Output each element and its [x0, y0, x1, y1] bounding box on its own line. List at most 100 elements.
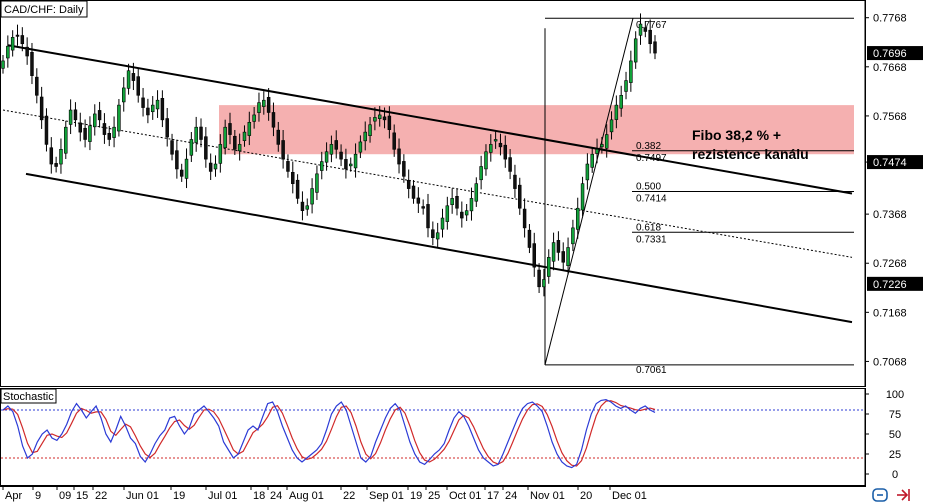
candle — [426, 193, 430, 238]
candle — [291, 161, 295, 194]
candle — [320, 151, 324, 180]
candle-body — [406, 179, 411, 189]
fib-trend-line — [544, 18, 634, 365]
candle-body — [189, 139, 194, 156]
candle — [527, 224, 532, 254]
candle — [508, 149, 512, 180]
candle-body — [547, 257, 551, 277]
fib-level-ratio: 0.618 — [636, 222, 661, 233]
candle-body — [431, 229, 435, 238]
candle — [435, 222, 440, 248]
candle — [35, 68, 39, 104]
candle-body — [585, 163, 590, 181]
candle-body — [1, 60, 5, 69]
candle-body — [136, 76, 140, 96]
fib-high-label: 0.7767 — [636, 20, 667, 31]
candle — [141, 87, 145, 117]
candle — [397, 138, 401, 174]
candle — [537, 263, 541, 293]
candle — [160, 90, 165, 128]
candle-body — [402, 161, 406, 177]
candle — [78, 112, 83, 142]
candle — [571, 219, 575, 252]
link-icon[interactable] — [872, 488, 888, 502]
candle-body — [291, 171, 295, 184]
candle — [83, 119, 87, 148]
candle-body — [643, 27, 648, 32]
candle-body — [10, 37, 15, 51]
candle — [464, 203, 469, 222]
candle — [175, 139, 179, 179]
candle-body — [445, 205, 450, 222]
stochastic-tick-label: 75 — [889, 409, 901, 421]
price-tick-label: 0.7068 — [873, 356, 907, 368]
candle-body — [194, 126, 198, 143]
candle — [638, 13, 643, 45]
candle — [122, 77, 126, 112]
candle — [305, 198, 310, 216]
candle — [580, 176, 585, 217]
candle-body — [595, 149, 599, 154]
candle-body — [411, 185, 416, 199]
candle — [445, 196, 450, 230]
candle — [503, 135, 508, 168]
fib-level-ratio: 0.500 — [636, 182, 661, 193]
time-tick-label: Sep 01 — [369, 490, 404, 502]
candle-body — [233, 135, 237, 150]
price-axis-group: 0.7768 0.7668 0.7568 0.7474 0.7368 0.7268 0.71… — [864, 0, 923, 387]
candle-body — [179, 169, 184, 177]
candle-body — [450, 198, 454, 206]
candle — [387, 106, 392, 139]
candle — [179, 163, 184, 182]
candle — [653, 35, 657, 60]
candle-body — [97, 110, 102, 121]
candle — [455, 188, 459, 216]
candle — [136, 68, 140, 103]
candle — [107, 125, 111, 147]
time-tick-label: Apr — [5, 490, 22, 502]
candle — [382, 107, 387, 129]
candle — [10, 30, 15, 57]
candle — [208, 153, 213, 181]
candle-body — [426, 204, 430, 229]
candle — [532, 232, 536, 277]
time-tick-label: 19 — [410, 490, 422, 502]
candle — [300, 191, 305, 221]
candle-body — [653, 41, 657, 54]
candle-body — [228, 123, 232, 135]
candle — [204, 127, 208, 168]
candle — [64, 120, 68, 160]
candle-body — [257, 102, 261, 113]
candle — [421, 199, 425, 215]
candle — [368, 116, 372, 143]
candle — [411, 180, 416, 204]
stochastic-main-line — [2, 398, 656, 469]
arrow-right-icon[interactable] — [897, 489, 910, 501]
candle-body — [204, 136, 208, 160]
candle — [348, 157, 353, 172]
candle-body — [493, 139, 498, 142]
candle-body — [392, 132, 396, 150]
time-tick-label: Jul 01 — [208, 490, 237, 502]
candle — [20, 27, 25, 52]
candle-body — [73, 109, 78, 121]
candle-body — [310, 188, 314, 205]
candle-body — [237, 144, 242, 152]
candle — [469, 187, 474, 221]
time-tick-label: 22 — [95, 490, 107, 502]
candle — [614, 95, 619, 129]
candle-body — [435, 232, 440, 240]
candle — [59, 138, 63, 174]
candle-body — [489, 144, 493, 153]
candle-body — [35, 76, 39, 96]
time-tick-label: 20 — [580, 490, 592, 502]
stochastic-tick-label: 100 — [886, 389, 904, 401]
time-tick-label: Nov 01 — [530, 490, 565, 502]
candle — [150, 96, 155, 120]
candle — [373, 107, 377, 131]
candle-body — [324, 151, 329, 163]
time-tick-label: Dec 01 — [612, 490, 647, 502]
stochastic-tick-label: 0 — [892, 469, 898, 481]
candle-body — [334, 140, 338, 150]
candle-body — [68, 109, 73, 125]
